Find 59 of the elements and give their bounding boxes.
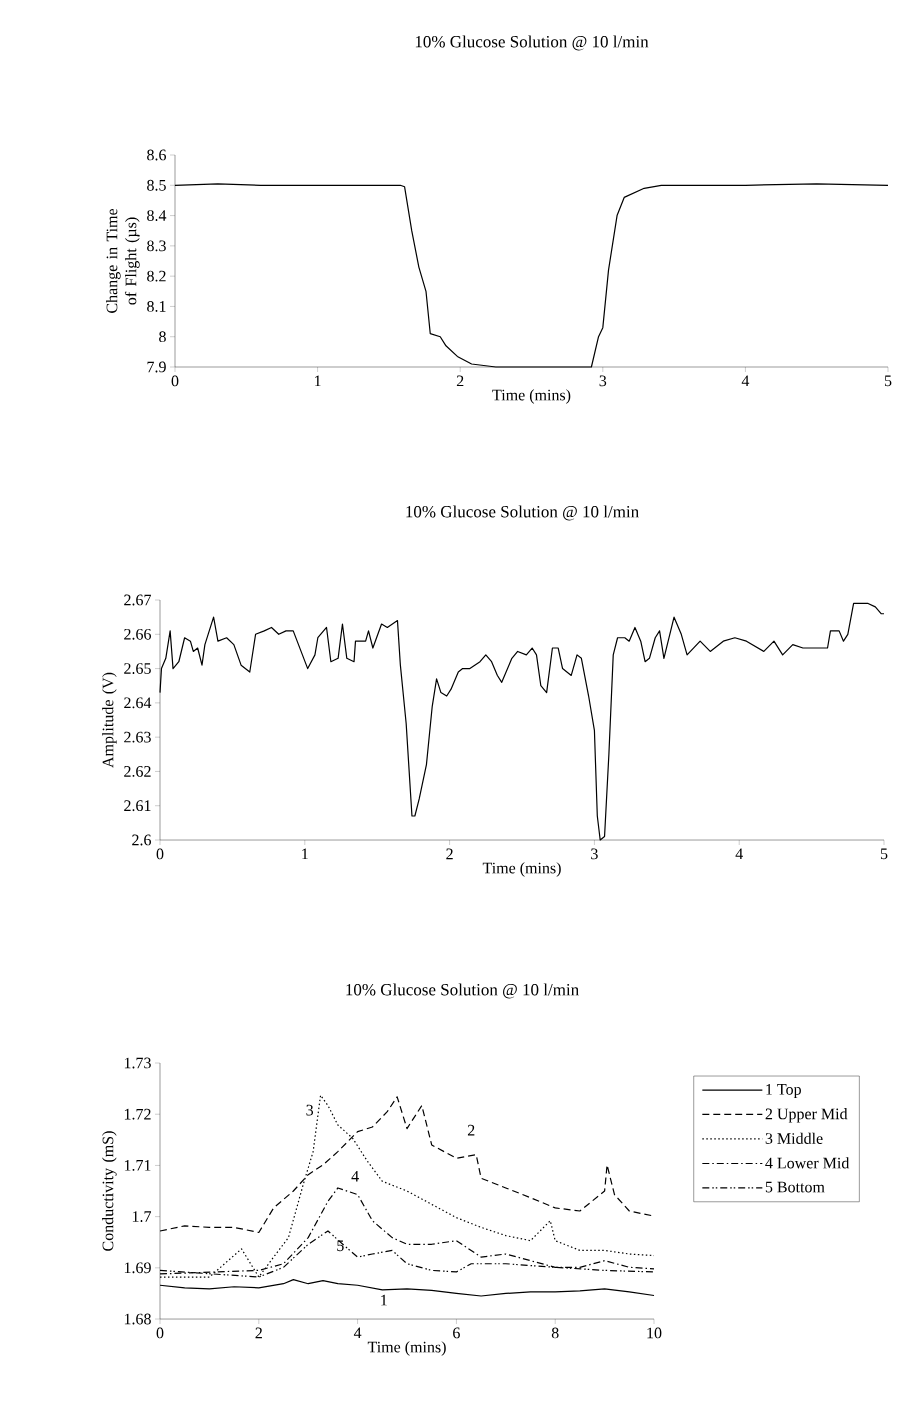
chart-title: 10% Glucose Solution @ 10 l/min [346, 983, 579, 999]
chart-title: 10% Glucose Solution @ 10 l/min [406, 505, 639, 521]
x-tick-label: 4 [353, 1327, 362, 1339]
y-tick-label: 8.6 [147, 149, 167, 161]
y-tick-label: 8.2 [147, 270, 166, 282]
x-tick-label: 0 [156, 1327, 164, 1339]
x-tick-label: 10 [647, 1327, 662, 1339]
annotation: 5 [337, 1240, 344, 1252]
x-tick-label: 3 [599, 375, 607, 387]
y-axis-title: Conductivity (mS) [102, 1131, 117, 1251]
x-tick-label: 2 [255, 1327, 262, 1339]
x-axis-title: Time (mins) [367, 1341, 446, 1356]
y-tick-label: 1.7 [132, 1211, 152, 1223]
y-tick-label: 7.9 [147, 361, 166, 373]
y-axis-title: Amplitude (V) [102, 672, 117, 768]
y-tick-label: 2.64 [124, 697, 152, 709]
x-tick-label: 3 [591, 848, 598, 860]
annotation: 3 [306, 1104, 314, 1116]
y-tick-label: 8.1 [147, 301, 166, 312]
y-tick-label: 2.65 [124, 663, 151, 675]
x-tick-label: 0 [171, 375, 179, 387]
x-axis-title: Time (mins) [492, 389, 571, 404]
x-tick-label: 1 [302, 848, 308, 860]
legend-label: 3 Middle [765, 1132, 823, 1144]
y-tick-label: 1.71 [124, 1160, 151, 1171]
x-tick-label: 5 [880, 848, 888, 860]
y-tick-label: 2.61 [124, 800, 151, 812]
x-tick-label: 4 [741, 375, 750, 387]
x-axis-title: Time (mins) [482, 862, 561, 877]
x-tick-label: 8 [551, 1327, 559, 1339]
y-tick-label: 1.69 [124, 1262, 151, 1274]
x-tick-label: 5 [884, 375, 892, 387]
y-tick-label: 2.62 [124, 766, 151, 777]
legend-label: 1 Top [766, 1084, 801, 1098]
x-tick-label: 2 [456, 375, 464, 387]
legend-label: 5 Bottom [765, 1181, 825, 1193]
y-tick-label: 1.68 [124, 1313, 151, 1325]
x-tick-label: 1 [315, 375, 321, 387]
annotation: 1 [381, 1294, 387, 1306]
x-tick-label: 2 [446, 848, 453, 860]
y-tick-label: 8.5 [147, 179, 166, 191]
chart-title: 10% Glucose Solution @ 10 l/min [415, 35, 649, 51]
y-tick-label: 2.6 [132, 834, 152, 846]
x-tick-label: 0 [156, 848, 164, 860]
y-tick-label: 8.4 [147, 210, 167, 222]
y-axis-title: Change in Time of Flight (µs) [106, 208, 140, 313]
y-tick-label: 2.67 [124, 594, 152, 606]
x-tick-label: 6 [453, 1327, 460, 1339]
annotation: 2 [467, 1124, 475, 1136]
y-tick-label: 2.66 [124, 628, 152, 640]
y-tick-label: 1.73 [124, 1057, 151, 1069]
y-tick-label: 8 [159, 331, 166, 343]
legend-label: 2 Upper Mid [765, 1108, 848, 1123]
legend-label: 4 Lower Mid [765, 1157, 850, 1169]
y-tick-label: 2.63 [124, 731, 151, 743]
x-tick-label: 4 [735, 848, 743, 860]
y-tick-label: 1.72 [124, 1108, 151, 1120]
y-tick-label: 8.3 [147, 240, 166, 252]
annotation: 4 [351, 1170, 359, 1182]
